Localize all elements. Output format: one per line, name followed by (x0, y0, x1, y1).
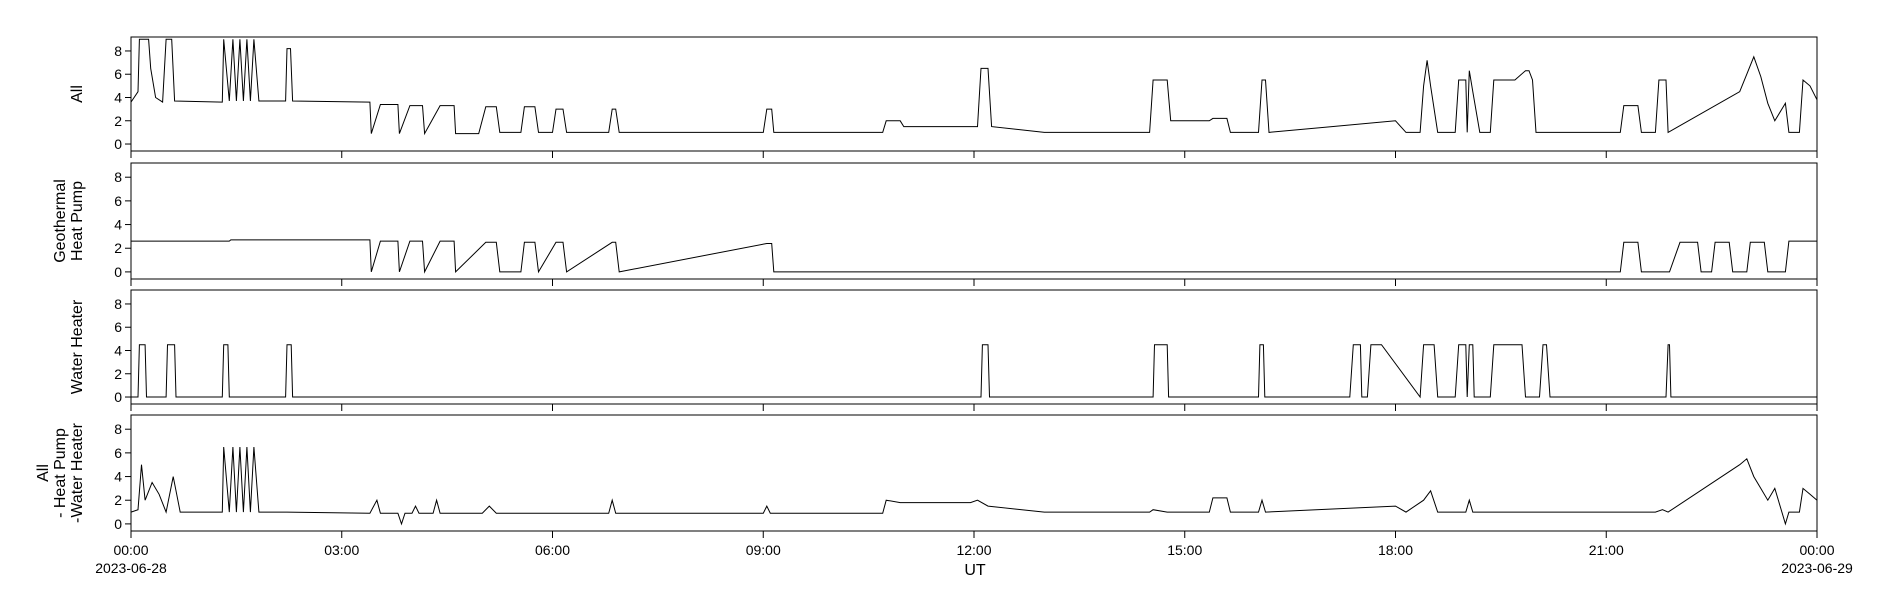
y-tick-label: 2 (114, 240, 122, 256)
panel-ylabel-line: -Water Heater (69, 422, 86, 523)
series-line (131, 239, 1817, 274)
panel-ylabel-line: - Heat Pump (52, 428, 69, 518)
x-tick-label: 21:00 (1589, 542, 1624, 558)
y-tick-label: 6 (114, 445, 122, 461)
y-tick-label: 6 (114, 193, 122, 209)
panel-ylabel: GeothermalHeat Pump (52, 179, 86, 263)
y-tick-label: 8 (114, 169, 122, 185)
panel-ylabel-line: All (69, 85, 86, 103)
x-tick-label: 12:00 (956, 542, 991, 558)
panel-ylabel: All (69, 85, 86, 103)
x-tick-label: 18:00 (1378, 542, 1413, 558)
y-tick-label: 2 (114, 492, 122, 508)
x-axis: 00:00 2023-06-28 03:00 06:00 09:00 12:00 15:00… (95, 542, 1853, 576)
x-tick-label: 15:00 (1167, 542, 1202, 558)
y-tick-label: 4 (114, 89, 122, 105)
series-line (131, 344, 1817, 399)
panel-ylabel-line: Water Heater (69, 299, 86, 394)
panel-ylabel-line: Heat Pump (69, 181, 86, 261)
panel-ylabel: Water Heater (69, 299, 86, 394)
y-tick-label: 0 (114, 516, 122, 532)
y-tick-label: 4 (114, 217, 122, 233)
x-tick-label: 03:00 (324, 542, 359, 558)
x-tick-label: 00:00 (113, 542, 148, 558)
panel-ylabel-line: All (35, 464, 52, 482)
y-tick-label: 0 (114, 264, 122, 280)
y-tick-label: 0 (114, 136, 122, 152)
y-tick-label: 4 (114, 469, 122, 485)
x-tick-date-label: 2023-06-29 (1781, 560, 1853, 576)
panel-frame (130, 162, 1818, 280)
panel-4: 0 2 4 6 8 All- Heat Pump-Water Heater (35, 414, 1818, 538)
x-tick-label: 00:00 (1799, 542, 1834, 558)
panel-frame (130, 289, 1818, 405)
panels: 0 2 4 6 8 All 0 2 4 6 8 GeothermalHeat Pump 0 2 4 6 8 Wat… (35, 36, 1818, 538)
y-tick-label: 0 (114, 389, 122, 405)
series-line (130, 446, 1818, 526)
panel-1: 0 2 4 6 8 All (69, 36, 1818, 158)
y-tick-label: 6 (114, 319, 122, 335)
x-tick-label: 09:00 (746, 542, 781, 558)
panel-frame (130, 36, 1818, 152)
y-tick-label: 2 (114, 366, 122, 382)
x-tick-label: 06:00 (535, 542, 570, 558)
x-tick-date-label: 2023-06-28 (95, 560, 167, 576)
panel-3: 0 2 4 6 8 Water Heater (69, 289, 1818, 411)
y-tick-label: 4 (114, 342, 122, 358)
y-tick-label: 6 (114, 66, 122, 82)
x-axis-label: UT (964, 562, 986, 579)
panel-ylabel-line: Geothermal (52, 179, 69, 263)
y-tick-label: 8 (114, 421, 122, 437)
y-tick-label: 2 (114, 113, 122, 129)
y-tick-label: 8 (114, 43, 122, 59)
y-tick-label: 8 (114, 296, 122, 312)
panel-ylabel: All- Heat Pump-Water Heater (35, 422, 86, 523)
panel-2: 0 2 4 6 8 GeothermalHeat Pump (52, 162, 1818, 286)
series-line (130, 38, 1818, 136)
